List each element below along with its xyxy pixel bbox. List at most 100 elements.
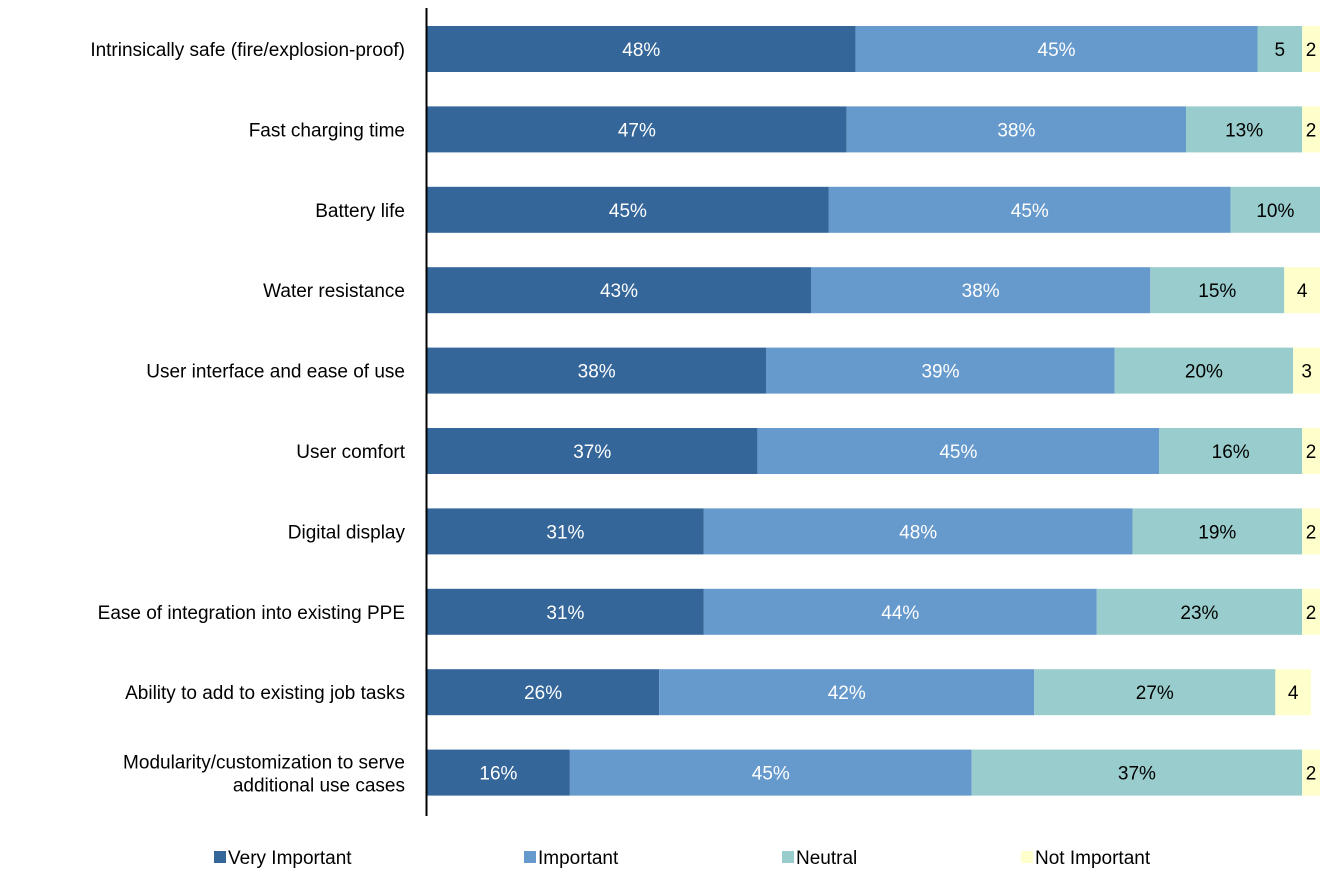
category-label: Ability to add to existing job tasks (125, 683, 405, 704)
legend-label: Not Important (1035, 848, 1151, 869)
category-label: Ease of integration into existing PPE (98, 603, 405, 624)
data-label: 38% (962, 281, 1000, 302)
bar-not-important-intrinsically-safe-fire-explosion-proof (1302, 26, 1320, 72)
bar-very-important-battery-life (427, 186, 829, 233)
bar-neutral-user-interface-and-ease-of-use (1114, 347, 1294, 394)
bar-very-important-water-resistance (427, 267, 811, 314)
data-label: 3 (1301, 362, 1312, 383)
bar-not-important-digital-display (1302, 508, 1320, 555)
legend-item-very-important: Very Important (214, 848, 352, 869)
bar-not-important-user-comfort (1302, 428, 1320, 474)
category-label: Fast charging time (249, 120, 405, 141)
bar-neutral-fast-charging-time (1186, 106, 1303, 153)
data-label: 45% (609, 201, 647, 222)
category-label: Digital display (288, 522, 406, 543)
data-label: 5 (1275, 40, 1286, 61)
category-label: Modularity/customization to serve additio… (123, 753, 405, 797)
legend-label: Very Important (228, 848, 352, 869)
bar-neutral-ease-of-integration-into-existing-ppe (1096, 588, 1303, 635)
bar-very-important-digital-display (427, 508, 704, 555)
data-label: 10% (1256, 201, 1294, 222)
bar-important-intrinsically-safe-fire-explosion-proof (855, 26, 1258, 72)
legend-swatch (214, 851, 226, 863)
data-label: 2 (1306, 120, 1317, 141)
data-label: 48% (622, 40, 660, 61)
data-label: 48% (899, 522, 937, 543)
bar-very-important-user-interface-and-ease-of-use (427, 347, 767, 394)
bar-not-important-modularity-customization-to-serve-additional-use-cases (1302, 749, 1320, 796)
legend-item-neutral: Neutral (782, 848, 857, 869)
data-label: 23% (1180, 603, 1218, 624)
data-label: 4 (1297, 281, 1308, 302)
bar-important-ease-of-integration-into-existing-ppe (703, 588, 1097, 635)
data-label: 37% (1118, 764, 1156, 785)
legend-label: Neutral (796, 848, 857, 869)
data-label: 44% (881, 603, 919, 624)
bar-important-user-comfort (757, 428, 1160, 474)
bar-not-important-ability-to-add-to-existing-job-tasks (1275, 669, 1312, 716)
legend-label: Important (538, 848, 619, 869)
data-label: 27% (1136, 683, 1174, 704)
data-label: 2 (1306, 40, 1317, 61)
bar-very-important-modularity-customization-to-serve-additional-use-cases (427, 749, 570, 796)
bar-important-fast-charging-time (846, 106, 1187, 153)
data-label: 45% (1038, 40, 1076, 61)
bar-very-important-ability-to-add-to-existing-job-tasks (427, 669, 660, 716)
category-label: User comfort (296, 442, 405, 463)
data-label: 39% (921, 362, 959, 383)
bar-not-important-water-resistance (1284, 267, 1320, 314)
data-label: 42% (828, 683, 866, 704)
bar-neutral-ability-to-add-to-existing-job-tasks (1034, 669, 1276, 716)
data-label: 4 (1288, 683, 1299, 704)
bar-neutral-digital-display (1132, 508, 1303, 555)
legend-swatch (782, 851, 794, 863)
data-label: 19% (1198, 522, 1236, 543)
category-label: Water resistance (263, 281, 405, 302)
bar-important-modularity-customization-to-serve-additional-use-cases (569, 749, 972, 796)
data-label: 13% (1225, 120, 1263, 141)
category-label: Battery life (315, 201, 405, 222)
data-label: 2 (1306, 442, 1317, 463)
data-label: 43% (600, 281, 638, 302)
bar-not-important-ease-of-integration-into-existing-ppe (1302, 588, 1320, 635)
data-label: 45% (939, 442, 977, 463)
legend-item-important: Important (524, 848, 619, 869)
data-label: 2 (1306, 522, 1317, 543)
data-label: 47% (618, 120, 656, 141)
data-label: 2 (1306, 764, 1317, 785)
bar-important-digital-display (703, 508, 1133, 555)
data-label: 38% (997, 120, 1035, 141)
data-label: 16% (1212, 442, 1250, 463)
data-label: 15% (1198, 281, 1236, 302)
category-label: User interface and ease of use (146, 362, 405, 383)
category-label: Intrinsically safe (fire/explosion-proof… (90, 40, 405, 61)
bar-very-important-intrinsically-safe-fire-explosion-proof (427, 26, 856, 72)
bar-important-user-interface-and-ease-of-use (766, 347, 1115, 394)
data-label: 26% (524, 683, 562, 704)
bar-very-important-ease-of-integration-into-existing-ppe (427, 588, 704, 635)
data-label: 45% (752, 764, 790, 785)
data-label: 38% (578, 362, 616, 383)
data-label: 2 (1306, 603, 1317, 624)
bar-neutral-battery-life (1230, 186, 1320, 233)
data-label: 31% (546, 522, 584, 543)
bar-not-important-user-interface-and-ease-of-use (1293, 347, 1320, 394)
bar-neutral-intrinsically-safe-fire-explosion-proof (1257, 26, 1303, 72)
data-label: 20% (1185, 362, 1223, 383)
bar-neutral-user-comfort (1159, 428, 1303, 474)
legend-swatch (1021, 851, 1033, 863)
data-label: 31% (546, 603, 584, 624)
data-label: 37% (573, 442, 611, 463)
legend-swatch (524, 851, 536, 863)
data-label: 45% (1011, 201, 1049, 222)
bar-important-ability-to-add-to-existing-job-tasks (659, 669, 1035, 716)
bar-neutral-modularity-customization-to-serve-additional-use-cases (971, 749, 1303, 796)
legend-item-not-important: Not Important (1021, 848, 1151, 869)
bar-important-battery-life (828, 186, 1231, 233)
bar-very-important-fast-charging-time (427, 106, 847, 153)
data-label: 16% (479, 764, 517, 785)
bar-important-water-resistance (810, 267, 1151, 314)
bar-neutral-water-resistance (1150, 267, 1285, 314)
